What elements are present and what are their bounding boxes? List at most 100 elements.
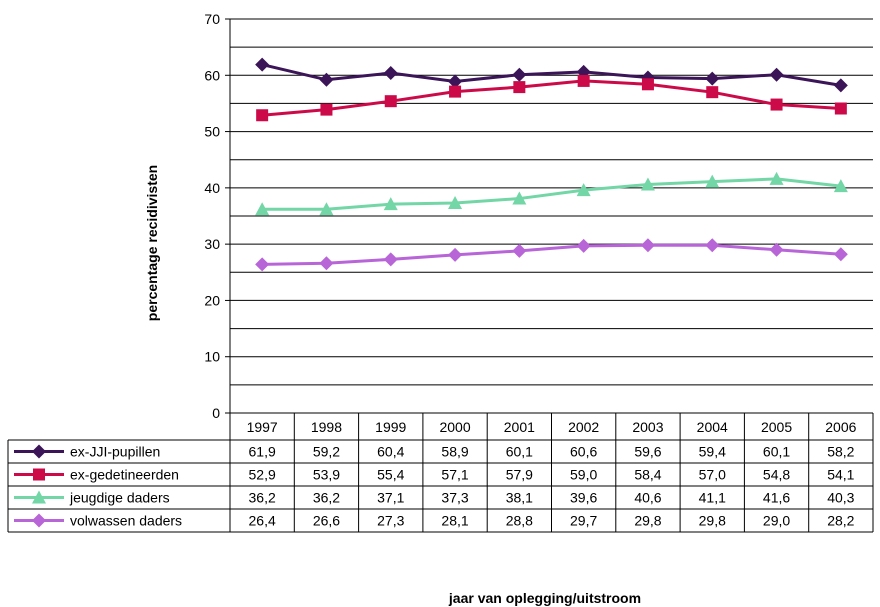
data-label: 29,8 <box>634 513 661 529</box>
data-label: 37,3 <box>441 490 468 506</box>
x-category-label: 2001 <box>504 419 535 435</box>
legend-marker <box>32 513 46 528</box>
data-label: 40,3 <box>827 490 854 506</box>
data-point <box>833 179 848 193</box>
data-point <box>449 85 462 98</box>
data-point <box>833 247 848 262</box>
data-label: 28,2 <box>827 513 854 529</box>
data-point <box>833 78 848 93</box>
y-tick-label: 20 <box>204 292 220 308</box>
data-point <box>512 243 527 258</box>
y-tick-label: 50 <box>204 124 220 140</box>
data-label: 59,6 <box>634 444 661 460</box>
data-label: 28,8 <box>506 513 533 529</box>
data-label: 58,2 <box>827 444 854 460</box>
data-point <box>319 256 334 271</box>
data-label: 57,1 <box>441 467 468 483</box>
legend-label: jeugdige daders <box>69 490 170 506</box>
data-label: 36,2 <box>313 490 340 506</box>
y-tick-label: 60 <box>204 67 220 83</box>
data-point <box>319 202 334 216</box>
y-tick-label: 70 <box>204 11 220 27</box>
data-point <box>769 171 784 185</box>
data-label: 29,8 <box>699 513 726 529</box>
data-point <box>255 57 270 72</box>
x-category-label: 1999 <box>375 419 406 435</box>
data-point <box>834 102 847 115</box>
data-point <box>576 238 591 253</box>
data-point <box>641 78 654 91</box>
data-point <box>706 86 719 99</box>
data-point <box>383 197 398 211</box>
data-label: 59,4 <box>699 444 726 460</box>
data-point <box>513 81 526 94</box>
data-label: 54,8 <box>763 467 790 483</box>
data-point <box>705 174 720 188</box>
data-label: 60,6 <box>570 444 597 460</box>
data-label: 40,6 <box>634 490 661 506</box>
x-category-label: 1998 <box>311 419 342 435</box>
series-lines <box>255 57 848 272</box>
series-line <box>261 63 842 87</box>
x-category-label: 2000 <box>439 419 470 435</box>
y-tick-label: 10 <box>204 349 220 365</box>
data-point <box>320 103 333 116</box>
gridlines <box>229 18 873 413</box>
x-category-label: 1997 <box>247 419 278 435</box>
data-label: 57,0 <box>699 467 726 483</box>
data-point <box>577 74 590 87</box>
data-point <box>448 74 463 89</box>
series-line <box>262 177 842 211</box>
x-category-label: 2002 <box>568 419 599 435</box>
data-label: 61,9 <box>249 444 276 460</box>
data-label: 38,1 <box>506 490 533 506</box>
legend-label: volwassen daders <box>70 513 182 529</box>
data-point <box>770 98 783 111</box>
data-label: 58,9 <box>441 444 468 460</box>
y-tick-label: 40 <box>204 180 220 196</box>
data-label: 60,1 <box>763 444 790 460</box>
data-label: 52,9 <box>249 467 276 483</box>
series-line <box>262 79 841 117</box>
y-tick-label: 0 <box>212 405 220 421</box>
y-tick-label: 30 <box>204 236 220 252</box>
data-point <box>705 71 720 86</box>
data-label: 53,9 <box>313 467 340 483</box>
x-category-label: 2005 <box>761 419 792 435</box>
y-axis-label: percentage recidivisten <box>144 165 160 321</box>
data-point <box>384 95 397 108</box>
data-label: 54,1 <box>827 467 854 483</box>
y-axis-ticks: 0 10 20 30 40 50 60 70 <box>204 11 230 421</box>
data-point <box>256 109 269 122</box>
legend-label: ex-gedetineerden <box>70 467 179 483</box>
data-point <box>576 183 591 197</box>
data-label: 29,0 <box>763 513 790 529</box>
x-category-label: 2006 <box>825 419 856 435</box>
data-label: 58,4 <box>634 467 661 483</box>
data-table: 1997 1998 1999 2000 2001 2002 2003 2004 2005 2006… <box>7 412 874 533</box>
data-point <box>705 238 720 253</box>
data-point <box>255 202 270 216</box>
x-category-label: 2003 <box>632 419 663 435</box>
data-point <box>640 177 655 191</box>
legend-marker <box>33 468 45 481</box>
data-point <box>512 67 527 82</box>
data-point <box>769 242 784 257</box>
data-point <box>640 238 655 253</box>
legend-label: ex-JJI-pupillen <box>70 444 160 460</box>
data-point <box>512 191 527 205</box>
data-label: 26,6 <box>313 513 340 529</box>
data-point <box>319 72 334 87</box>
data-label: 55,4 <box>377 467 404 483</box>
legend-marker <box>32 490 46 504</box>
data-label: 26,4 <box>249 513 276 529</box>
data-point <box>448 196 463 210</box>
data-label: 41,6 <box>763 490 790 506</box>
data-label: 27,3 <box>377 513 404 529</box>
data-label: 41,1 <box>699 490 726 506</box>
data-label: 28,1 <box>441 513 468 529</box>
data-label: 59,0 <box>570 467 597 483</box>
series-line <box>262 243 841 266</box>
data-point <box>255 257 270 272</box>
